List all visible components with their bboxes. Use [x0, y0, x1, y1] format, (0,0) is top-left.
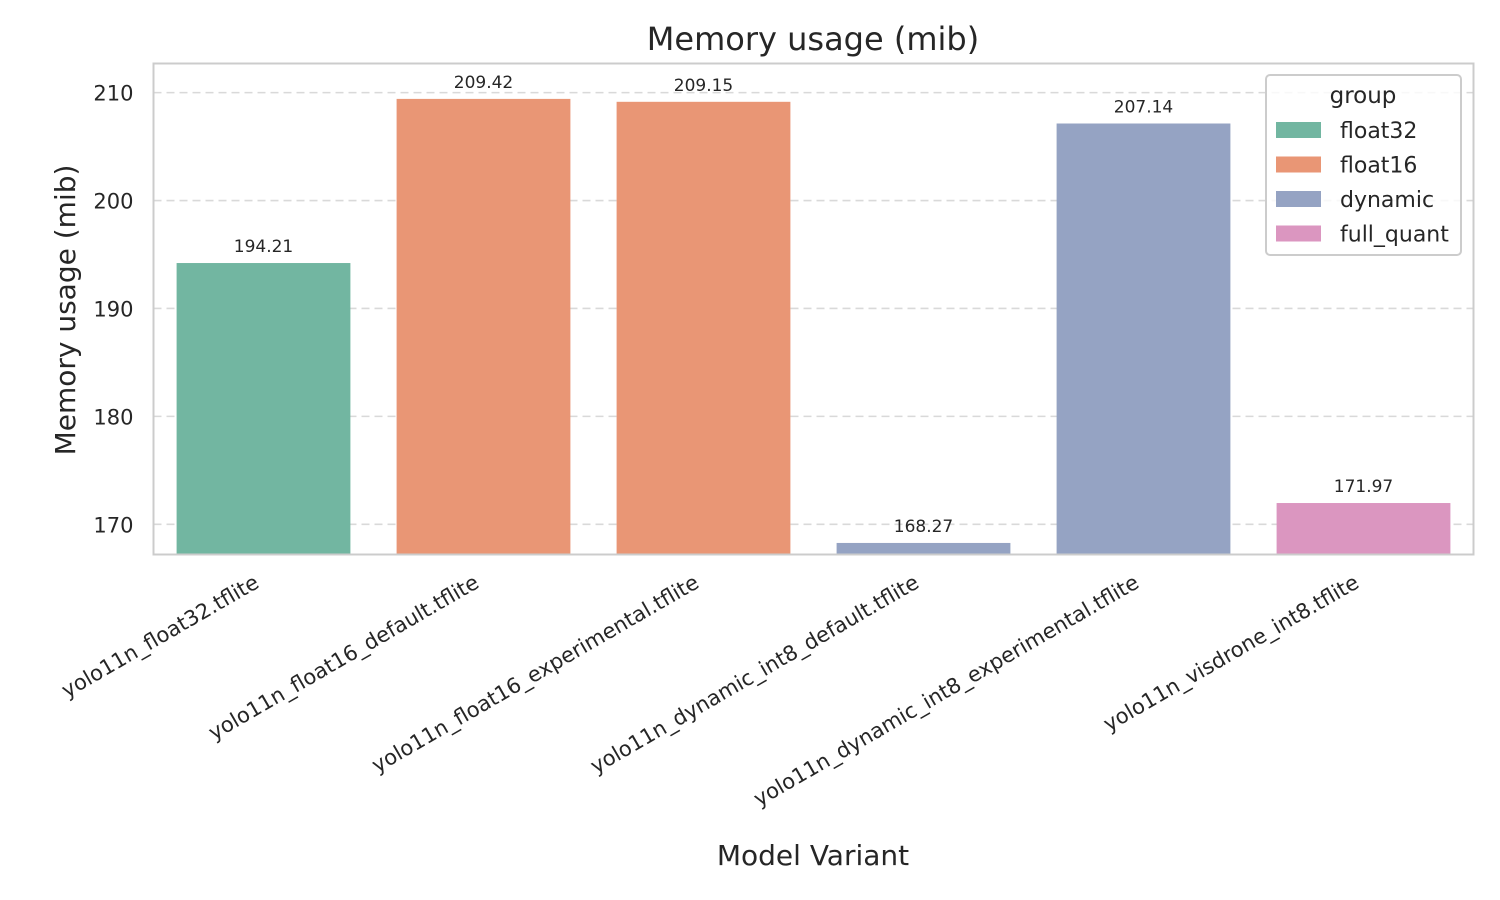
data-label: 168.27 [894, 517, 953, 537]
data-label: 171.97 [1334, 477, 1393, 497]
legend-label: float16 [1340, 154, 1417, 179]
y-tick-labels: 170 180 190 200 210 [93, 82, 133, 538]
legend-swatch [1276, 191, 1321, 207]
legend-box [1265, 74, 1462, 256]
y-tick-label: 200 [93, 190, 133, 214]
bar [616, 101, 791, 555]
legend-entries: float32 float16 dynamic full_quant [1276, 119, 1449, 248]
chart-title: Memory usage (mib) [647, 20, 979, 58]
x-tick-label: yolo11n_visdrone_int8.tflite [1099, 570, 1363, 737]
y-axis-label: Memory usage (mib) [49, 165, 82, 456]
y-tick-label: 180 [93, 405, 133, 429]
bar [396, 98, 571, 555]
x-tick-labels: yolo11n_float32.tfliteyolo11n_float16_de… [57, 570, 1363, 812]
bars [176, 98, 1451, 555]
legend-swatch [1276, 156, 1321, 173]
legend: group float32 float16 dynamic full_quant [1265, 74, 1462, 256]
bar [1056, 123, 1231, 555]
x-tick-label: yolo11n_float32.tflite [57, 570, 263, 703]
legend-label: full_quant [1340, 223, 1449, 248]
legend-label: dynamic [1340, 188, 1434, 213]
legend-label: float32 [1340, 119, 1417, 144]
plot-frame [152, 62, 1475, 556]
bar [836, 542, 1011, 555]
x-axis-label: Model Variant [717, 839, 909, 872]
data-labels: 194.21 209.42 209.15 168.27 207.14 171.97 [234, 73, 1393, 537]
bar [176, 263, 351, 555]
data-label: 207.14 [1114, 97, 1173, 117]
y-tick-label: 210 [93, 82, 133, 106]
data-label: 209.42 [454, 73, 513, 93]
y-tick-label: 170 [93, 513, 133, 537]
bar [1276, 503, 1451, 555]
data-label: 194.21 [234, 237, 293, 257]
legend-swatch [1276, 122, 1321, 138]
x-tick-label: yolo11n_dynamic_int8_experimental.tflite [750, 570, 1144, 812]
legend-swatch [1276, 225, 1321, 242]
y-tick-label: 190 [93, 297, 133, 321]
data-label: 209.15 [674, 76, 733, 96]
legend-title: group [1330, 83, 1397, 109]
